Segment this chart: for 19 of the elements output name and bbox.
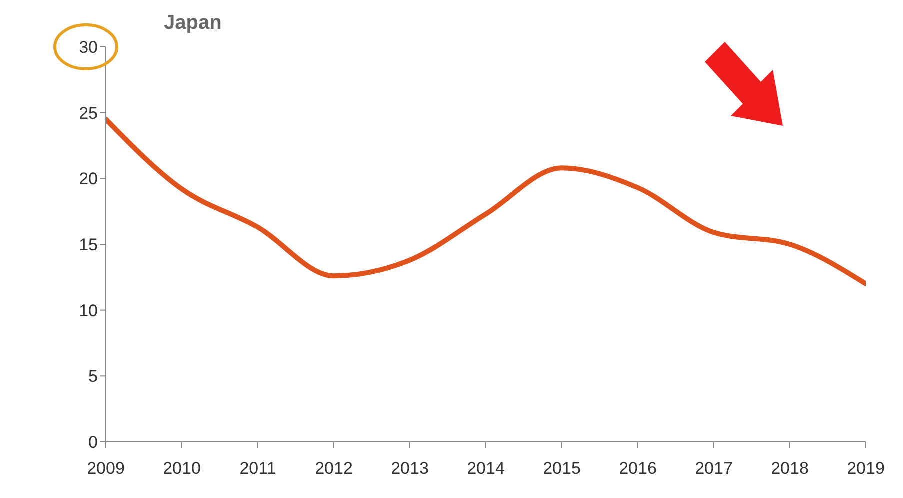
y-tick-label: 10 [79, 301, 98, 320]
x-tick-label: 2012 [315, 459, 353, 478]
y-tick-label: 20 [79, 170, 98, 189]
chart-title: Japan [164, 12, 222, 35]
x-tick-label: 2018 [771, 459, 809, 478]
y-tick-label: 0 [88, 433, 98, 452]
x-tick-label: 2010 [163, 459, 201, 478]
x-tick-label: 2011 [240, 459, 276, 478]
x-tick-label: 2017 [695, 459, 733, 478]
x-tick-label: 2013 [391, 459, 429, 478]
x-tick-label: 2016 [619, 459, 657, 478]
y-tick-label: 15 [79, 236, 98, 255]
y-tick-label: 25 [79, 104, 98, 123]
y-tick-label: 30 [79, 38, 98, 58]
x-tick-label: 2009 [87, 459, 125, 478]
y-tick-label: 5 [88, 367, 98, 386]
x-tick-label: 2019 [847, 459, 885, 478]
x-tick-label: 2015 [543, 459, 581, 478]
x-tick-label: 2014 [467, 459, 505, 478]
